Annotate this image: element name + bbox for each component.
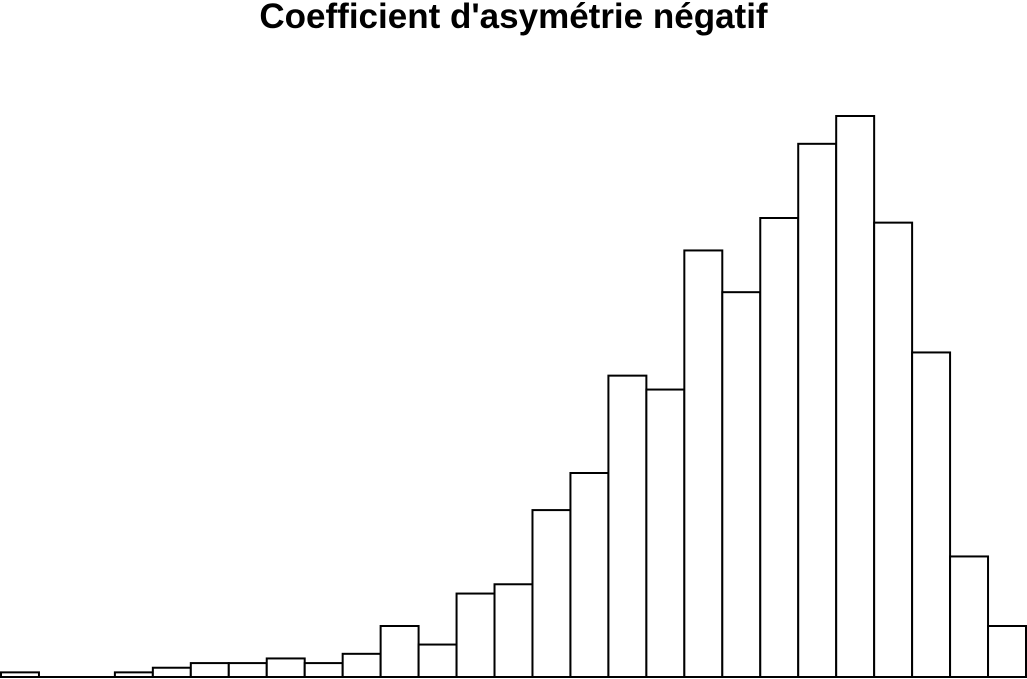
histogram-bar-26 [949,555,990,679]
histogram-bar-14 [493,583,534,679]
histogram-bar-27 [987,625,1027,678]
histogram-bar-24 [873,221,914,678]
histogram-bar-6 [189,662,230,679]
histogram-bar-22 [797,142,838,678]
histogram-bar-7 [227,662,268,679]
histogram-bar-23 [835,115,876,678]
histogram-bar-12 [417,643,458,678]
histogram-bar-5 [151,666,192,678]
histogram-bar-10 [341,652,382,679]
histogram-bar-25 [911,351,952,678]
histogram-bar-19 [683,249,724,678]
histogram-bar-11 [379,625,420,678]
histogram-bar-20 [721,291,762,678]
histogram-bar-18 [645,388,686,678]
histogram-bar-8 [265,657,306,679]
histogram-bar-13 [455,592,496,678]
histogram-bar-21 [759,217,800,678]
histogram-bar-9 [303,662,344,679]
chart-title: Coefficient d'asymétrie négatif [259,0,768,36]
histogram-bar-16 [569,472,610,678]
histogram-bar-17 [607,374,648,678]
histogram-bar-15 [531,509,572,678]
histogram-bars [0,115,1027,679]
